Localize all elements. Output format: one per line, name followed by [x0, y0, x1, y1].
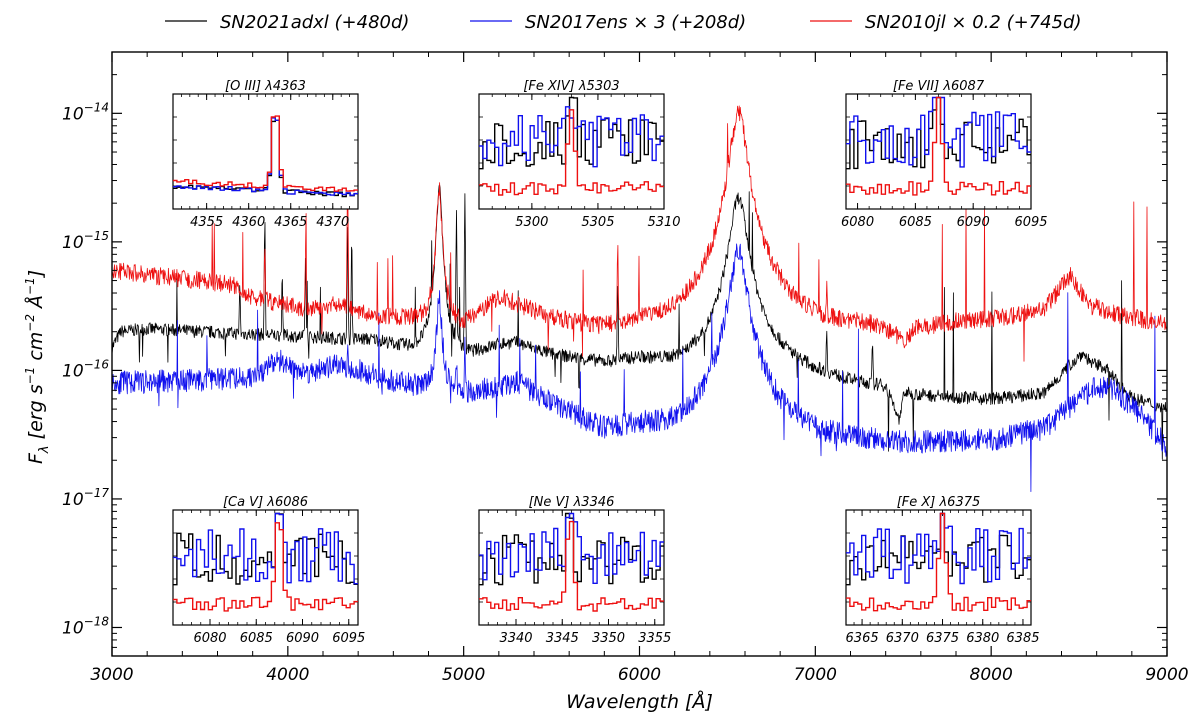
inset-tick-label: 3350 — [592, 631, 625, 646]
legend-label: SN2010jl × 0.2 (+745d) — [865, 12, 1081, 33]
inset-tick-label: 6090 — [957, 215, 990, 230]
y-tick-label: 10−18 — [62, 614, 109, 638]
x-tick-label: 5000 — [442, 665, 485, 685]
inset-series-line — [173, 117, 358, 196]
inset-series-line — [479, 512, 664, 584]
inset-tick-label: 5305 — [581, 215, 614, 230]
inset-tick-label: 6095 — [332, 631, 365, 646]
inset-tick-label: 5310 — [647, 215, 680, 230]
inset-tick-label: 6365 — [846, 631, 879, 646]
inset-tick-label: 4355 — [190, 215, 223, 230]
inset-title: [Fe VII] λ6087 — [893, 79, 985, 94]
x-tick-label: 6000 — [618, 665, 661, 685]
inset-title: [Fe X] λ6375 — [897, 495, 981, 510]
inset-series-line — [173, 522, 358, 612]
inset-series-line — [173, 512, 358, 586]
legend-label: SN2017ens × 3 (+208d) — [525, 12, 746, 33]
inset-tick-label: 6375 — [926, 631, 959, 646]
inset-tick-label: 4365 — [274, 215, 307, 230]
legend: SN2021adxl (+480d) SN2017ens × 3 (+208d) S… — [165, 12, 1081, 33]
inset-tick-label: 4360 — [232, 215, 265, 230]
inset-tick-label: 3340 — [499, 631, 532, 646]
x-axis-label: Wavelength [Å] — [566, 690, 713, 713]
inset-tick-label: 6385 — [1006, 631, 1039, 646]
x-tick-label: 9000 — [1145, 665, 1188, 685]
insets: [O III] λ4363 4355 4360 4365 4370 [Fe XIV] λ5… — [172, 79, 1048, 646]
axes: 3000 4000 5000 6000 7000 8000 9000 10−18 10−17 10… — [23, 51, 1189, 713]
inset-tick-label: 6085 — [240, 631, 273, 646]
series-line — [112, 184, 1167, 460]
series-line — [112, 243, 1167, 492]
inset-tick-label: 6080 — [841, 215, 874, 230]
inset-tick-label: 6090 — [286, 631, 319, 646]
inset-panel: [Fe XIV] λ5303 5300 5305 5310 — [478, 79, 681, 230]
x-tick-label: 7000 — [794, 665, 837, 685]
inset-title: [Ca V] λ6086 — [223, 495, 308, 510]
inset-title: [O III] λ4363 — [225, 79, 306, 94]
inset-series-line — [846, 512, 1031, 612]
inset-panel: [O III] λ4363 4355 4360 4365 4370 — [172, 79, 359, 230]
inset-tick-label: 5300 — [515, 215, 548, 230]
inset-panel: [Ca V] λ6086 6080 6085 6090 6095 — [172, 495, 365, 646]
y-tick-label: 10−15 — [62, 229, 109, 253]
inset-tick-label: 3345 — [546, 631, 579, 646]
inset-title: [Fe XIV] λ5303 — [523, 79, 619, 94]
inset-series-line — [479, 109, 664, 196]
inset-title: [Ne V] λ3346 — [529, 495, 615, 510]
y-axis-label: Fλ [erg s−1 cm−2 Å−1] — [23, 270, 52, 464]
inset-tick-label: 6085 — [899, 215, 932, 230]
inset-panel: [Fe VII] λ6087 6080 6085 6090 6095 — [841, 79, 1048, 230]
series-layer — [112, 105, 1167, 492]
inset-panel: [Fe X] λ6375 6365 6370 6375 6380 6385 — [845, 495, 1040, 646]
inset-tick-label: 6370 — [886, 631, 919, 646]
inset-series-line — [173, 115, 358, 192]
inset-panel: [Ne V] λ3346 3340 3345 3350 3355 — [478, 495, 671, 646]
inset-tick-label: 4370 — [316, 215, 349, 230]
inset-tick-label: 3355 — [638, 631, 671, 646]
inset-tick-label: 6080 — [193, 631, 226, 646]
inset-tick-label: 6380 — [966, 631, 999, 646]
y-tick-label: 10−17 — [62, 486, 109, 510]
inset-series-line — [479, 520, 664, 612]
inset-series-line — [173, 512, 358, 585]
inset-tick-label: 6095 — [1014, 215, 1047, 230]
y-tick-label: 10−16 — [62, 357, 109, 381]
x-tick-label: 8000 — [970, 665, 1013, 685]
inset-series-line — [479, 106, 664, 168]
inset-series-line — [846, 96, 1031, 196]
x-tick-label: 4000 — [266, 665, 309, 685]
x-tick-label: 3000 — [90, 665, 133, 685]
legend-label: SN2021adxl (+480d) — [220, 12, 409, 33]
y-tick-label: 10−14 — [62, 100, 109, 124]
series-line — [112, 105, 1167, 362]
